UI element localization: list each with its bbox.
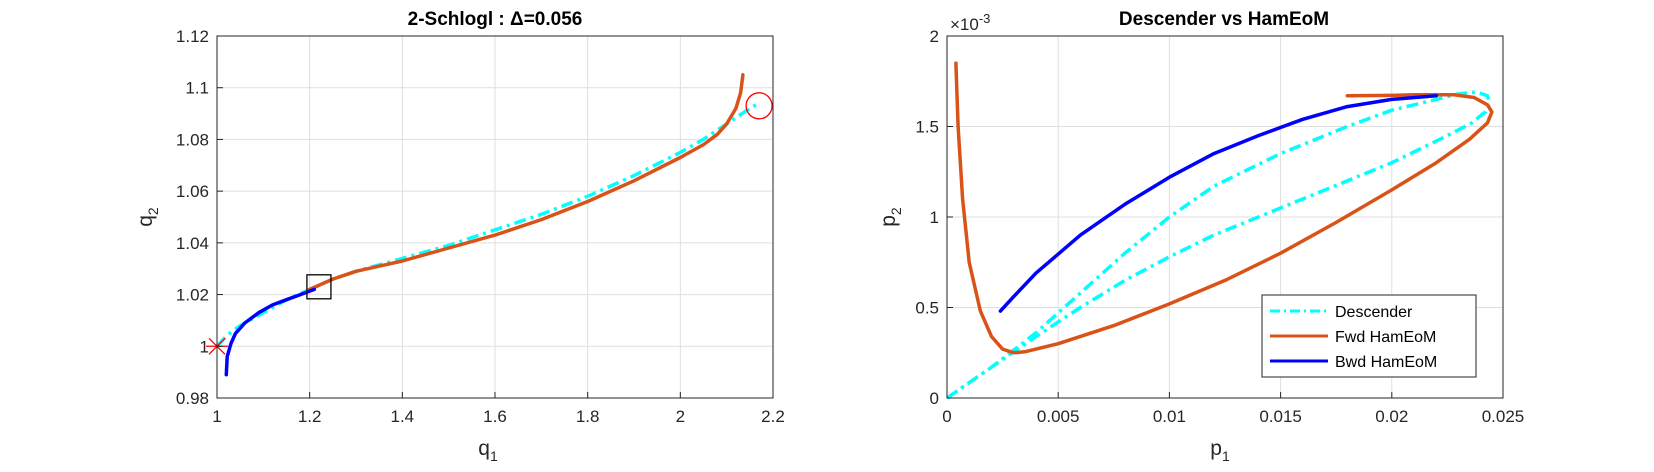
y-tick-label: 1 (200, 337, 209, 356)
y-tick-label: 1.08 (176, 130, 209, 149)
x-tick-label: 1.8 (576, 407, 600, 426)
x-tick-label: 1.2 (298, 407, 322, 426)
left-axes: 1 1.2 1.4 1.6 1.8 2 2.2 0.9811.021.041.061.081… (134, 9, 785, 464)
y-tick-label: 1.12 (176, 27, 209, 46)
end-circle-marker (745, 92, 773, 120)
x-tick-label: 2.2 (761, 407, 785, 426)
right-x-ticks: 0 0.005 0.01 0.015 0.02 0.025 (942, 392, 1524, 426)
y-tick-label: 1.06 (176, 182, 209, 201)
left-y-axis-label: q2 (134, 207, 161, 227)
series-line-0-2 (224, 287, 317, 377)
y-tick-label: 1 (930, 208, 939, 227)
left-y-ticks: 0.98 1 1.02 1.04 1.06 1.08 1.1 1.12 (176, 27, 223, 408)
x-tick-label: 1 (212, 407, 221, 426)
right-y-exponent: ×10-3 (950, 11, 990, 34)
square-marker (306, 274, 332, 300)
left-series (215, 73, 760, 377)
x-tick-label: 0 (942, 407, 951, 426)
y-tick-label: 0.98 (176, 389, 209, 408)
legend: Descender Fwd HamEoM Bwd HamEoM (1261, 294, 1477, 378)
right-y-ticks: 0 0.5 1 1.5 2 (915, 27, 953, 408)
y-tick-label: 1.02 (176, 286, 209, 305)
x-tick-label: 2 (676, 407, 685, 426)
right-series (946, 61, 1494, 400)
series-line-0-1 (307, 73, 745, 292)
y-tick-label: 1.5 (915, 118, 939, 137)
legend-label-descender: Descender (1335, 304, 1413, 321)
series-line-fwd-hameom (954, 61, 1494, 355)
x-tick-label: 0.025 (1482, 407, 1525, 426)
legend-label-fwd: Fwd HamEoM (1335, 329, 1436, 346)
x-tick-label: 0.005 (1037, 407, 1080, 426)
series-line-bwd-hameom (998, 93, 1439, 313)
y-tick-label: 0.5 (915, 299, 939, 318)
left-x-axis-label: q1 (478, 437, 498, 464)
series-line-descender (946, 90, 1492, 400)
series-line-0-0 (215, 101, 760, 348)
x-tick-label: 0.02 (1375, 407, 1408, 426)
left-chart-title: 2-Schlogl : Δ=0.056 (408, 9, 583, 30)
x-tick-label: 0.015 (1259, 407, 1302, 426)
right-axes: 0 0.005 0.01 0.015 0.02 0.025 0 0.5 1 1.5 2 Desce… (877, 9, 1524, 464)
right-chart-title: Descender vs HamEoM (1119, 9, 1329, 30)
legend-label-bwd: Bwd HamEoM (1335, 354, 1437, 371)
x-tick-label: 1.4 (391, 407, 415, 426)
left-x-ticks: 1 1.2 1.4 1.6 1.8 2 2.2 (212, 392, 785, 426)
y-tick-label: 1.1 (185, 79, 209, 98)
y-tick-label: 0 (930, 389, 939, 408)
y-tick-label: 1.04 (176, 234, 209, 253)
x-tick-label: 1.6 (483, 407, 507, 426)
right-y-axis-label: p2 (877, 207, 904, 227)
x-tick-label: 0.01 (1153, 407, 1186, 426)
y-tick-label: 2 (930, 27, 939, 46)
right-x-axis-label: p1 (1210, 437, 1230, 464)
